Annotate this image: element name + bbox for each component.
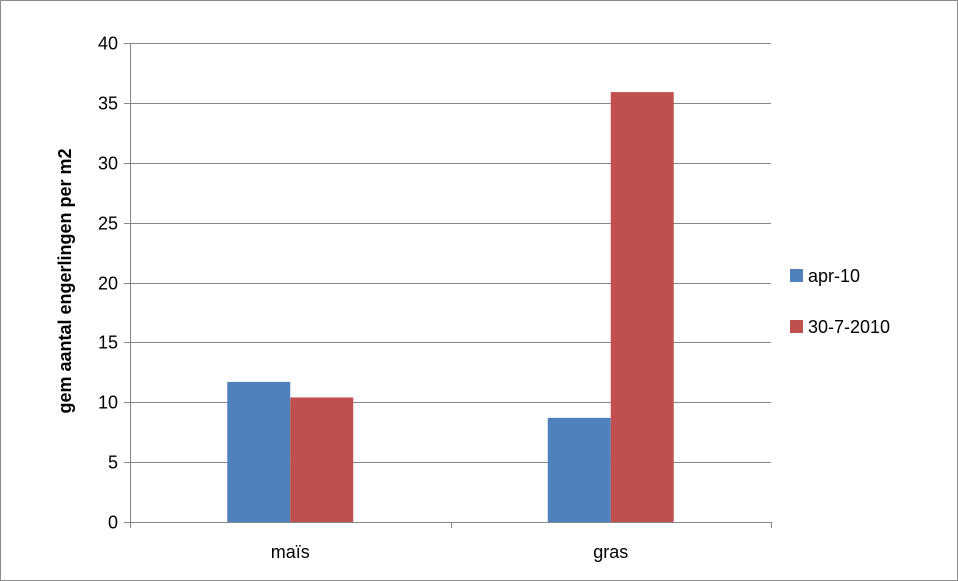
y-tick-label: 35 [98,94,118,114]
y-tick-label: 0 [108,513,118,533]
bar-apr-10-maïs [227,381,291,522]
y-tick-label: 20 [98,274,118,294]
y-axis-title: gem aantal engerlingen per m2 [55,148,75,413]
legend-label: apr-10 [808,266,860,286]
y-tick-label: 40 [98,34,118,54]
y-tick-label: 10 [98,393,118,413]
y-tick-label: 25 [98,214,118,234]
bars [227,92,674,522]
legend-label: 30-7-2010 [808,317,890,337]
axes [124,43,772,528]
legend-swatch [790,269,803,282]
y-tick-label: 30 [98,154,118,174]
bar-30-7-2010-gras [610,92,674,522]
x-tick-label: maïs [271,542,310,562]
y-tick-labels: 0 5 10 15 20 25 30 35 40 [98,34,118,533]
y-tick-label: 15 [98,333,118,353]
bar-30-7-2010-maïs [290,397,354,522]
legend: apr-10 30-7-2010 [790,266,890,337]
x-tick-labels: maïs gras [271,542,629,562]
legend-swatch [790,320,803,333]
x-tick-label: gras [593,542,628,562]
gridlines [130,43,771,463]
y-tick-label: 5 [108,453,118,473]
bar-apr-10-gras [547,417,611,522]
